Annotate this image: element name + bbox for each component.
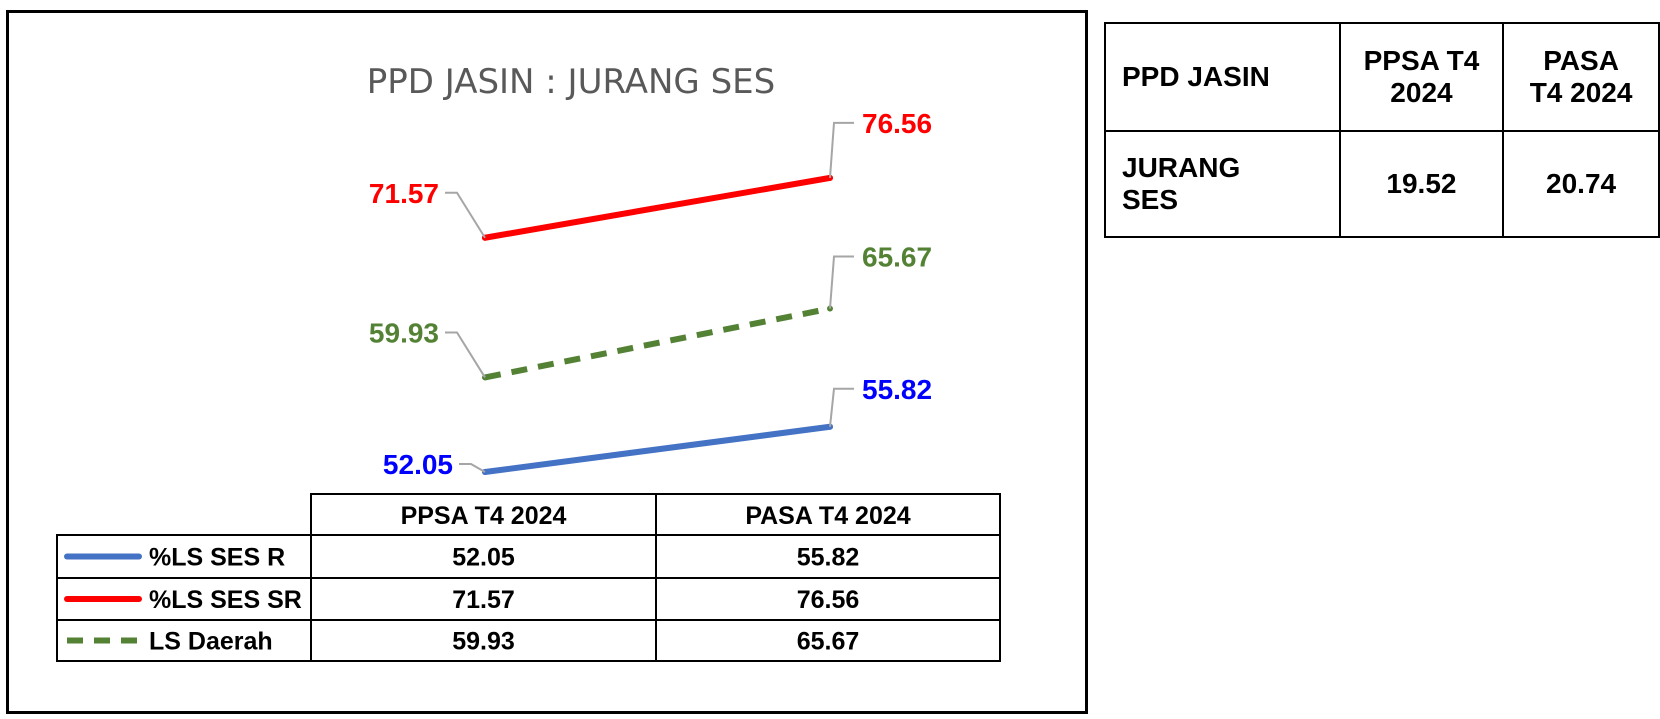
data-label-0-0: 52.05	[383, 449, 453, 480]
legend-label-2: LS Daerah	[149, 628, 273, 656]
leader-line-0-1	[829, 387, 854, 427]
summary-row-label: JURANG SES	[1104, 130, 1341, 238]
category-label-1: PASA T4 2024	[745, 502, 910, 530]
summary-header-pasa-line2: T4 2024	[1529, 77, 1633, 108]
summary-header-ppd: PPD JASIN	[1104, 22, 1341, 132]
summary-table: PPD JASIN PPSA T4 2024 PASA T4 2024 JURA…	[1104, 22, 1660, 238]
data-table-body-box	[56, 534, 1001, 662]
series-line-2	[484, 305, 831, 381]
summary-header-ppsa: PPSA T4 2024	[1338, 22, 1505, 132]
data-label-1-1: 76.56	[862, 108, 932, 139]
summary-data-row: JURANG SES 19.52 20.74	[1104, 130, 1660, 238]
chart-frame: PPD JASIN : JURANG SES 52.05 55.82 71.57 76…	[6, 10, 1088, 714]
leader-line-1-0	[445, 191, 486, 239]
legend-label-1: %LS SES SR	[149, 586, 302, 614]
table-value-2-1: 65.67	[797, 628, 860, 656]
table-value-0-1: 55.82	[797, 544, 860, 572]
data-label-2-0: 59.93	[369, 317, 439, 348]
leader-line-2-1	[829, 255, 854, 309]
leader-line-2-0	[445, 331, 486, 378]
summary-ppsa-value-text: 19.52	[1386, 168, 1457, 199]
summary-header-ppd-label: PPD JASIN	[1122, 61, 1270, 92]
data-label-0-1: 55.82	[862, 374, 932, 405]
series-line-0	[482, 423, 833, 475]
table-value-1-0: 71.57	[452, 586, 515, 614]
summary-header-ppsa-line2: 2024	[1390, 77, 1453, 108]
summary-ppsa-value: 19.52	[1338, 130, 1505, 238]
legend-label-0: %LS SES R	[149, 544, 285, 572]
summary-header-ppsa-line1: PPSA T4	[1363, 45, 1480, 76]
table-value-0-0: 52.05	[452, 544, 515, 572]
summary-row-label-line1: JURANG	[1122, 152, 1241, 183]
summary-pasa-value: 20.74	[1502, 130, 1660, 238]
summary-header-pasa: PASA T4 2024	[1502, 22, 1660, 132]
summary-header-pasa-line1: PASA	[1543, 45, 1619, 76]
table-value-2-0: 59.93	[452, 628, 515, 656]
summary-header-row: PPD JASIN PPSA T4 2024 PASA T4 2024	[1104, 22, 1660, 132]
category-label-0: PPSA T4 2024	[401, 502, 567, 530]
summary-pasa-value-text: 20.74	[1546, 168, 1617, 199]
data-label-1-0: 71.57	[369, 178, 439, 209]
summary-row-label-line2: SES	[1122, 184, 1179, 215]
data-label-2-1: 65.67	[862, 242, 932, 273]
leader-line-0-0	[459, 463, 486, 473]
leader-line-1-1	[829, 121, 854, 178]
chart-title: PPD JASIN : JURANG SES	[367, 62, 775, 102]
series-line-1	[482, 174, 833, 241]
line-chart: PPD JASIN : JURANG SES 52.05 55.82 71.57 76…	[56, 62, 1001, 662]
table-value-1-1: 76.56	[797, 586, 860, 614]
